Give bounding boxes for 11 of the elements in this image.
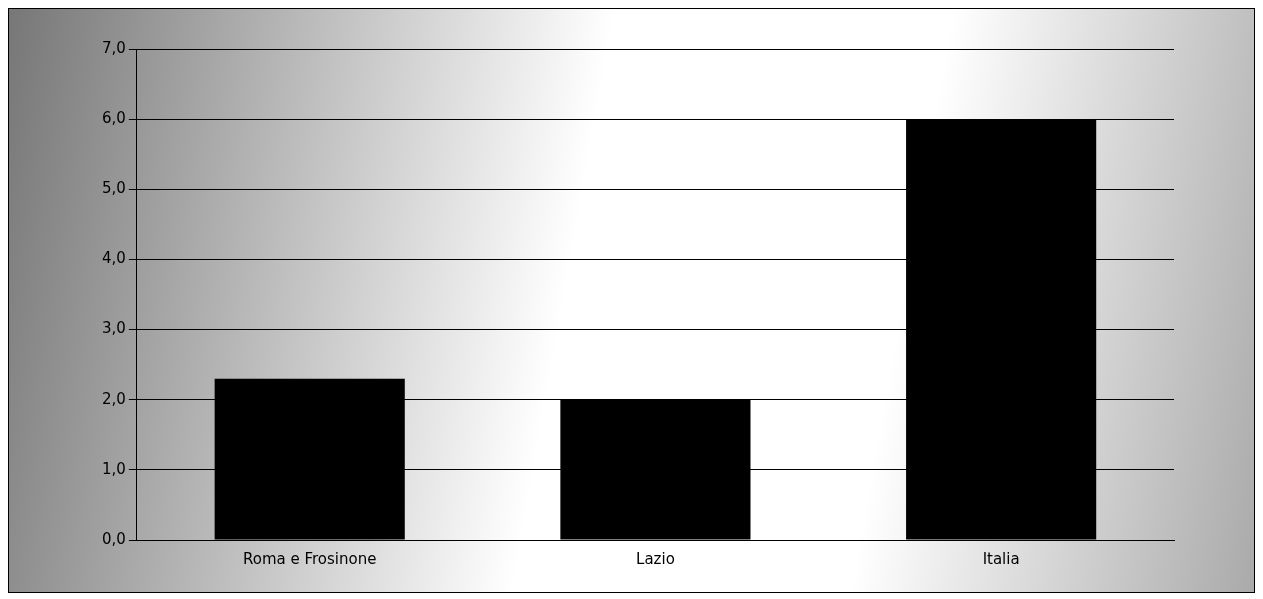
y-tick-label: 2,0	[102, 389, 126, 408]
y-tick-label: 1,0	[102, 459, 126, 478]
y-tick-label: 4,0	[102, 249, 126, 268]
x-tick-label: Italia	[982, 549, 1020, 568]
x-tick-label: Roma e Frosinone	[242, 549, 377, 568]
y-tick-label: 6,0	[102, 109, 126, 128]
y-tick-label: 3,0	[102, 319, 126, 338]
y-tick-label: 5,0	[102, 179, 126, 198]
x-tick-label: Lazio	[636, 549, 675, 568]
y-tick-label: 0,0	[102, 529, 126, 548]
y-tick-label: 7,0	[102, 38, 126, 57]
